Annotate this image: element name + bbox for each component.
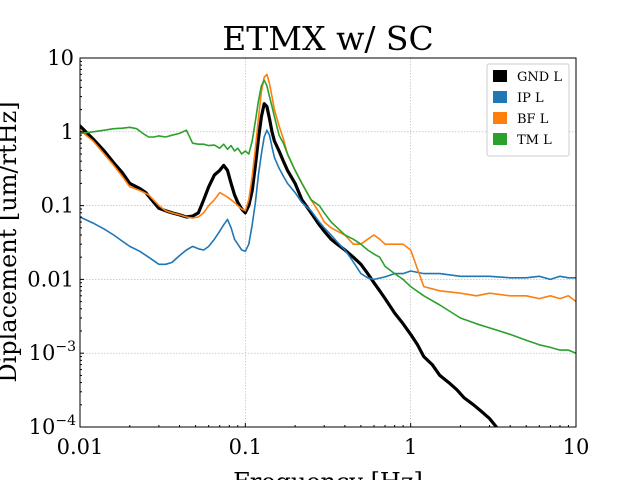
chart-title: ETMX w/ SC bbox=[222, 19, 434, 58]
x-axis-label: Frequency [Hz] bbox=[233, 468, 423, 480]
legend-box bbox=[486, 63, 570, 157]
legend-swatch bbox=[493, 133, 507, 145]
y-axis-label: Diplacement [um/rtHz] bbox=[0, 101, 22, 382]
x-tick-label: 0.1 bbox=[229, 435, 262, 459]
x-tick-label: 1 bbox=[404, 435, 417, 459]
series-line-gnd-l bbox=[80, 102, 498, 427]
x-tick-label: 0.01 bbox=[57, 435, 104, 459]
y-tick-label: 0.01 bbox=[27, 267, 74, 291]
legend-label: BF L bbox=[517, 112, 549, 127]
series-line-ip-l bbox=[80, 129, 576, 281]
y-tick-label: 10−4 bbox=[29, 413, 76, 439]
legend-swatch bbox=[493, 91, 507, 103]
legend-label: IP L bbox=[517, 91, 544, 106]
y-tick-label: 10 bbox=[47, 46, 74, 70]
legend-swatch bbox=[493, 112, 507, 124]
legend-label: GND L bbox=[517, 70, 562, 85]
legend-label: TM L bbox=[517, 133, 552, 148]
legend: GND L IP L BF L TM L bbox=[486, 63, 570, 157]
y-axis-ticks: 10−4 10−3 0.01 0.1 1 10 bbox=[27, 46, 84, 439]
y-tick-label: 0.1 bbox=[41, 194, 74, 218]
x-tick-label: 10 bbox=[563, 435, 590, 459]
series-layer bbox=[80, 73, 576, 427]
legend-swatch bbox=[493, 70, 507, 82]
x-axis-ticks: 0.01 0.1 1 10 bbox=[57, 423, 590, 459]
plot-frame bbox=[79, 57, 577, 428]
y-tick-label: 1 bbox=[61, 120, 74, 144]
series-line-tm-l bbox=[80, 79, 576, 355]
y-tick-label: 10−3 bbox=[29, 339, 76, 365]
series-line-bf-l bbox=[80, 73, 576, 303]
